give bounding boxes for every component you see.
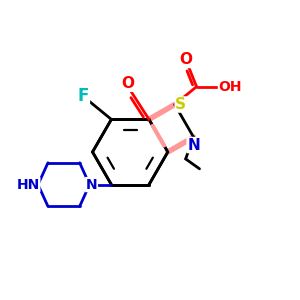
Text: HN: HN [16, 178, 40, 192]
Text: O: O [179, 52, 192, 68]
Text: OH: OH [218, 80, 242, 94]
Text: F: F [78, 87, 89, 105]
Text: N: N [187, 137, 200, 152]
Text: N: N [86, 178, 98, 192]
Text: O: O [122, 76, 135, 91]
Text: S: S [175, 97, 186, 112]
